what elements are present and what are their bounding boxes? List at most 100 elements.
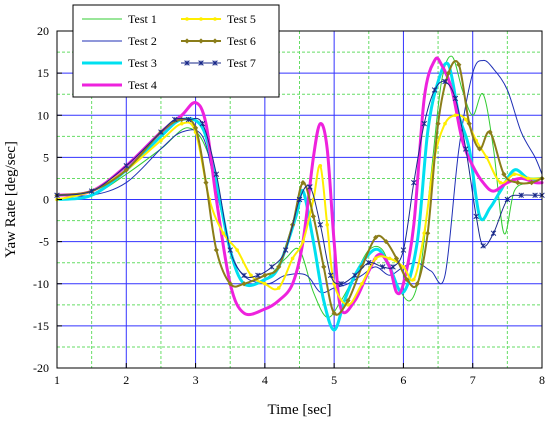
legend-label: Test 2 [128, 34, 157, 48]
series-point [301, 239, 305, 244]
legend-marker [199, 17, 203, 21]
x-tick-label: 6 [400, 373, 406, 387]
series-point [300, 180, 306, 186]
x-tick-label: 7 [470, 373, 476, 387]
series-point [307, 184, 313, 190]
series-point [282, 247, 289, 253]
legend-entry: Test 2 [82, 34, 157, 48]
series-point [456, 62, 462, 68]
series-point [393, 255, 400, 262]
y-tick-label: 20 [37, 24, 49, 38]
legend: Test 1 Test 5 Test 2 Test 6 Test 3 Test 7 Test… [72, 4, 280, 98]
legend-label: Test 7 [227, 56, 256, 70]
legend-entry: Test 6 [181, 34, 256, 48]
series-point [235, 248, 239, 252]
series-point [442, 78, 448, 85]
series-point [463, 146, 469, 152]
series-point [373, 256, 378, 261]
y-tick-label: -20 [33, 361, 49, 375]
series-point [515, 180, 521, 186]
series-point [213, 247, 219, 253]
x-tick-label: 8 [539, 373, 545, 387]
series-point [290, 256, 295, 261]
series-point [411, 179, 417, 186]
series-point [276, 264, 282, 270]
series-point [484, 155, 489, 160]
x-tick-label: 1 [54, 373, 60, 387]
legend-marker [212, 60, 218, 66]
series-point [373, 234, 379, 241]
y-tick-label: 15 [37, 66, 49, 80]
series-point [512, 172, 517, 177]
series-point [435, 121, 441, 127]
series-point [262, 272, 268, 278]
series-point [192, 125, 199, 131]
legend-marker [198, 38, 204, 44]
series-point [327, 272, 334, 279]
series-point [453, 113, 458, 118]
legend-marker [185, 17, 189, 21]
series-point [532, 192, 538, 199]
legend-entry: Test 7 [181, 56, 256, 70]
series-point [473, 213, 479, 220]
series-point [203, 180, 209, 186]
series-point [317, 222, 324, 228]
series-point [480, 243, 486, 249]
legend-marker [212, 38, 218, 44]
series-point [498, 180, 503, 185]
series-lines [54, 55, 545, 332]
series-point [263, 281, 267, 286]
series-point [331, 310, 337, 316]
series-point [404, 276, 410, 283]
legend-entry: Test 5 [181, 12, 256, 26]
series-point [352, 272, 358, 279]
series-point [241, 272, 247, 279]
series-point [443, 121, 447, 126]
series-point [318, 164, 323, 168]
series-point [359, 264, 365, 270]
series-point [159, 138, 163, 143]
series-point [221, 231, 226, 235]
series-point [387, 256, 392, 261]
legend-label: Test 4 [128, 78, 157, 92]
x-tick-label: 4 [262, 373, 268, 387]
series-point [255, 272, 261, 279]
series-point [477, 146, 483, 152]
legend-marker [198, 60, 204, 66]
legend-marker [213, 17, 217, 21]
legend-label: Test 6 [227, 34, 256, 48]
series-line [56, 59, 543, 294]
y-tick-label: 0 [43, 193, 49, 207]
y-tick-label: 5 [43, 150, 49, 164]
series-point [158, 129, 164, 135]
legend-label: Test 3 [128, 56, 157, 70]
y-tick-label: -5 [39, 235, 49, 249]
legend-box [72, 4, 280, 98]
legend-entry: Test 3 [82, 56, 157, 70]
series-6 [54, 60, 545, 316]
series-point [172, 116, 178, 123]
series-point [414, 281, 420, 287]
axis-ticks: 1 2 3 4 5 6 7 8 -20 -15 -10 -5 0 5 10 15 20 [33, 24, 545, 387]
legend-marker [184, 60, 190, 66]
series-point [401, 265, 406, 269]
series-point [360, 281, 364, 286]
series-point [185, 116, 192, 123]
x-axis-label: Time [sec] [267, 402, 331, 418]
series-point [526, 176, 530, 181]
series-point [431, 87, 438, 93]
series-point [227, 281, 233, 287]
series-point [379, 264, 386, 270]
series-point [490, 230, 497, 236]
legend-entry: Test 1 [82, 12, 157, 26]
series-point [421, 120, 427, 127]
series-point [227, 247, 233, 253]
series-point [383, 239, 389, 245]
series-point [213, 171, 220, 177]
legend-label: Test 1 [128, 12, 157, 26]
y-tick-label: 10 [37, 108, 49, 122]
series-point [241, 281, 247, 287]
series-point [123, 167, 129, 173]
series-point [199, 120, 206, 127]
